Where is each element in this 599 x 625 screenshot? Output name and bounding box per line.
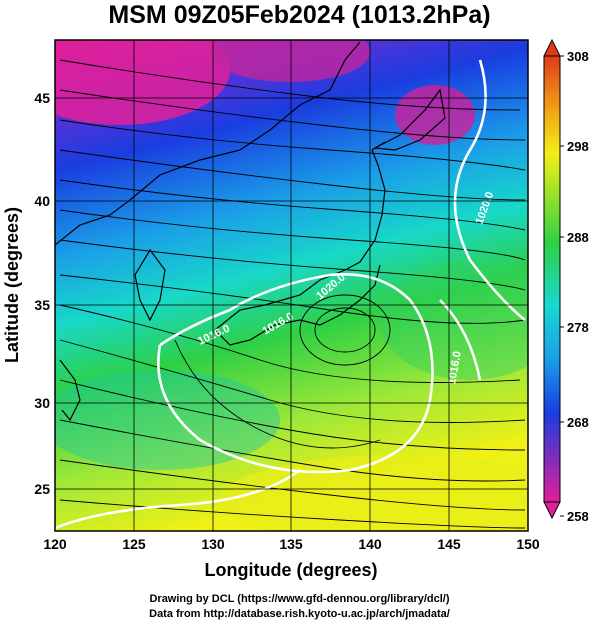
colorbar-tick-label: 258 xyxy=(567,509,589,524)
x-tick-label: 120 xyxy=(43,536,67,552)
x-tick-label: 145 xyxy=(437,536,461,552)
credits-drawing: Drawing by DCL (https://www.gfd-dennou.o… xyxy=(149,593,450,605)
colorbar-tick-label: 288 xyxy=(567,230,589,245)
x-tick-label: 150 xyxy=(516,536,540,552)
credits-data: Data from http://database.rish.kyoto-u.a… xyxy=(149,608,450,620)
colorbar: 308 298 288 278 268 258 xyxy=(543,38,589,524)
y-tick-label: 40 xyxy=(34,193,50,209)
x-tick-label: 135 xyxy=(279,536,303,552)
colorbar-tick-label: 308 xyxy=(567,49,589,64)
x-axis-label: Longitude (degrees) xyxy=(204,560,377,580)
colorbar-tick-label: 298 xyxy=(567,139,589,154)
x-tick-label: 125 xyxy=(122,536,146,552)
y-tick-label: 45 xyxy=(34,90,50,106)
y-tick-label: 35 xyxy=(34,297,50,313)
y-tick-labels: 45 40 35 30 25 xyxy=(34,90,50,497)
y-tick-label: 30 xyxy=(34,395,50,411)
y-tick-label: 25 xyxy=(34,481,50,497)
colorbar-tick-label: 278 xyxy=(567,320,589,335)
plot-frame xyxy=(54,39,529,532)
x-tick-label: 140 xyxy=(358,536,382,552)
colorbar-tick-label: 268 xyxy=(567,415,589,430)
y-axis-label: Latitude (degrees) xyxy=(2,207,22,363)
contour-label: 1016.0 xyxy=(446,350,464,385)
x-tick-labels: 120 125 130 135 140 145 150 xyxy=(43,536,540,552)
pressure-contours xyxy=(55,59,526,530)
x-tick-label: 130 xyxy=(201,536,225,552)
graticule xyxy=(55,40,528,531)
map-title: MSM 09Z05Feb2024 (1013.2hPa) xyxy=(108,1,491,29)
